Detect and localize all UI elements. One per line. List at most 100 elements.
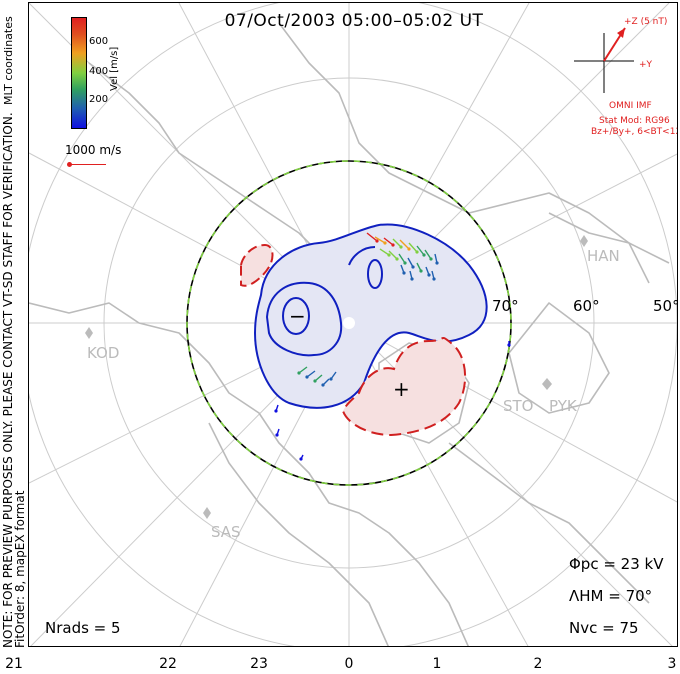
velocity-vector [392, 238, 402, 248]
pole-marker [343, 317, 355, 329]
velocity-vector-origin [329, 377, 333, 381]
polar-map: − + 70° 60° 50° HAN KOD STO PYK SAS [29, 3, 678, 646]
coast-atlantic [448, 442, 650, 604]
potential-minimum-symbol: − [289, 304, 306, 328]
station-marker-han [580, 235, 588, 247]
vector-scale-label: 1000 m/s [65, 143, 122, 157]
vector-scale-bar [70, 164, 106, 165]
velocity-vector [388, 250, 398, 260]
imf-model: Stat Mod: RG96 [599, 116, 670, 126]
velocity-vector-origin [321, 383, 325, 387]
velocity-vector-origin [387, 253, 391, 257]
coast-europe-asia [278, 22, 670, 264]
stat-n-vc: Nvc = 75 [569, 619, 639, 637]
velocity-vector-origin [299, 457, 303, 461]
mlt-label-0: 0 [344, 656, 354, 672]
velocity-vector-origin [407, 247, 411, 251]
velocity-vector [416, 245, 425, 256]
lat-label-60: 60° [573, 297, 600, 315]
coast-scandinavia [508, 302, 610, 414]
velocity-vector-origin [507, 343, 511, 347]
velocity-vector [407, 257, 414, 268]
velocity-vector-origin [403, 261, 407, 265]
imf-by-label: +Y [639, 60, 653, 70]
station-kod: KOD [87, 344, 119, 362]
station-sto: STO [503, 397, 534, 415]
velocity-vector-origin [427, 273, 431, 277]
imf-panel: +Z (5 nT) +Y OMNI IMF Stat Mod: RG96 Bz+… [589, 15, 678, 155]
mlt-label-1: 1 [432, 656, 442, 672]
velocity-colorbar [71, 17, 87, 129]
map-title: 07/Oct/2003 05:00–05:02 UT [224, 11, 484, 31]
velocity-vector-origin [305, 375, 309, 379]
colorbar-tick-200: 200 [89, 94, 109, 105]
coast-siberia [88, 62, 320, 254]
stat-n-rads: Nrads = 5 [45, 619, 121, 637]
stat-lambda-hm: ΛHM = 70° [569, 587, 653, 605]
coordinate-note: MLT coordinates [2, 16, 15, 105]
imf-condition: Bz+/By+, 6<BT<12 [591, 127, 678, 137]
negative-contour-core [282, 297, 310, 335]
station-marker-pyk [542, 378, 552, 390]
velocity-vector [408, 242, 418, 253]
velocity-vector [379, 248, 390, 256]
velocity-vector-origin [395, 257, 399, 261]
velocity-vector [366, 232, 378, 242]
imf-bz-label: +Z (5 nT) [624, 17, 668, 27]
station-pyk: PYK [549, 397, 578, 415]
station-sas: SAS [211, 523, 241, 541]
heppner-maynard-boundary-green [186, 160, 512, 486]
velocity-vector-origin [411, 265, 415, 269]
stat-phi-pc: Φpc = 23 kV [569, 555, 664, 573]
map-panel: − + 70° 60° 50° HAN KOD STO PYK SAS [28, 2, 678, 647]
velocity-vector [298, 366, 308, 374]
velocity-vector-origin [275, 433, 279, 437]
velocity-vector-origin [415, 250, 419, 254]
velocity-vector [398, 253, 406, 264]
lat-label-50: 50° [653, 297, 678, 315]
mlt-label-2: 2 [533, 656, 543, 672]
negative-contour-inner [265, 281, 343, 357]
velocity-vector-origin [429, 257, 433, 261]
velocity-vector-origin [274, 409, 278, 413]
colorbar-label: Vel [m/s] [109, 46, 120, 91]
negative-contour-arc [348, 246, 376, 266]
colorbar-tick-600: 600 [89, 36, 109, 47]
velocity-vector-origin [391, 243, 395, 247]
velocity-vector-origin [419, 269, 423, 273]
velocity-vector-origin [435, 261, 439, 265]
coast-canada [208, 422, 389, 646]
mlt-axis: 21 22 23 0 1 2 3 [0, 656, 680, 674]
potential-maximum-symbol: + [393, 377, 410, 401]
velocity-vector-origin [402, 271, 406, 275]
velocity-vector-origin [375, 239, 379, 243]
vector-scale-dot [67, 162, 72, 167]
positive-potential-cell [341, 336, 467, 437]
velocity-vector-origin [432, 277, 436, 281]
colorbar-tick-400: 400 [89, 66, 109, 77]
velocity-vector [374, 236, 386, 244]
imf-dial [574, 27, 634, 93]
mlt-label-23: 23 [250, 656, 268, 672]
velocity-vector-origin [399, 245, 403, 249]
station-marker-sas [203, 507, 211, 519]
station-marker-kod [85, 327, 93, 339]
velocity-vector [424, 249, 432, 260]
imf-source: OMNI IMF [609, 101, 652, 111]
mlt-label-21: 21 [5, 656, 23, 672]
velocity-vector-origin [313, 379, 317, 383]
velocity-vectors [274, 232, 511, 461]
fitorder-note: FitOrder: 8, mapEX format [13, 490, 27, 648]
velocity-vector [306, 370, 316, 378]
velocity-vector [399, 239, 410, 250]
coast-hudson [548, 212, 650, 284]
velocity-vector-origin [410, 277, 414, 281]
velocity-vector [383, 237, 394, 246]
velocity-vector-origin [383, 241, 387, 245]
lat-label-70: 70° [492, 297, 519, 315]
velocity-vector-origin [297, 371, 301, 375]
mlt-label-3: 3 [667, 656, 677, 672]
coast-north-america [29, 302, 469, 646]
mlt-label-22: 22 [159, 656, 177, 672]
station-han: HAN [587, 247, 620, 265]
